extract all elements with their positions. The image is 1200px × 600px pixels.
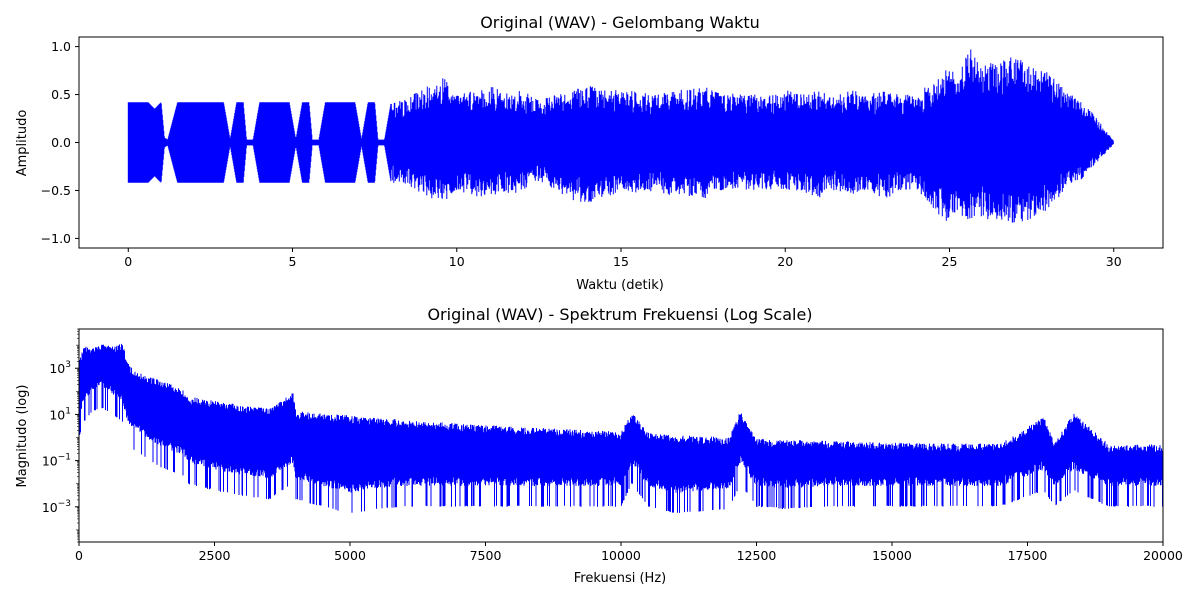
waveform-x-ticks: 0 5 10 15 20 25 30: [124, 248, 1122, 269]
spectrum-series-line: [78, 343, 1164, 513]
waveform-x-tick-label: 20: [777, 254, 793, 269]
waveform-x-label: Waktu (detik): [576, 278, 664, 293]
waveform-x-tick-label: 0: [124, 254, 132, 269]
spectrum-x-tick-label: 2500: [199, 548, 231, 563]
spectrum-y-tick-label: 10−3: [42, 499, 71, 515]
waveform-series-line: [127, 49, 1114, 223]
spectrum-x-tick-label: 15000: [872, 548, 912, 563]
spectrum-x-ticks: 0 2500 5000 7500 10000 12500 15000 17500 20000: [75, 542, 1183, 563]
spectrum-title: Original (WAV) - Spektrum Frekuensi (Log…: [427, 305, 812, 324]
waveform-y-label: Amplitudo: [15, 110, 30, 177]
spectrum-y-label: Magnitudo (log): [15, 385, 30, 488]
spectrum-y-tick-label: 10−1: [42, 453, 71, 469]
spectrum-x-tick-label: 20000: [1143, 548, 1183, 563]
waveform-x-tick-label: 10: [449, 254, 465, 269]
spectrum-x-tick-label: 10000: [601, 548, 641, 563]
spectrum-plot-area: [78, 343, 1164, 513]
waveform-y-tick-label: −1.0: [41, 231, 71, 246]
waveform-x-tick-label: 25: [942, 254, 958, 269]
spectrum-x-label: Frekuensi (Hz): [574, 571, 666, 586]
waveform-y-tick-label: −0.5: [41, 183, 71, 198]
spectrum-y-tick-label: 103: [49, 360, 71, 376]
waveform-y-tick-label: 0.0: [51, 135, 71, 150]
spectrum-x-tick-label: 7500: [470, 548, 502, 563]
spectrum-x-tick-label: 17500: [1008, 548, 1048, 563]
spectrum-x-tick-label: 12500: [737, 548, 777, 563]
waveform-y-tick-label: 1.0: [51, 39, 71, 54]
waveform-x-tick-label: 5: [289, 254, 297, 269]
spectrum-subplot: Original (WAV) - Spektrum Frekuensi (Log…: [15, 305, 1183, 586]
waveform-x-tick-label: 30: [1106, 254, 1122, 269]
waveform-x-tick-label: 15: [613, 254, 629, 269]
waveform-y-ticks: 1.0 0.5 0.0 −0.5 −1.0: [41, 39, 79, 246]
spectrum-y-tick-label: 101: [49, 406, 71, 422]
waveform-y-tick-label: 0.5: [51, 87, 71, 102]
waveform-plot-area: [127, 49, 1114, 223]
spectrum-y-ticks: 103 101 10−1 10−3: [42, 328, 79, 543]
waveform-title: Original (WAV) - Gelombang Waktu: [480, 13, 760, 32]
waveform-subplot: Original (WAV) - Gelombang Waktu 0 5 10 15 2…: [15, 13, 1164, 293]
spectrum-x-tick-label: 0: [75, 548, 83, 563]
spectrum-x-tick-label: 5000: [334, 548, 366, 563]
